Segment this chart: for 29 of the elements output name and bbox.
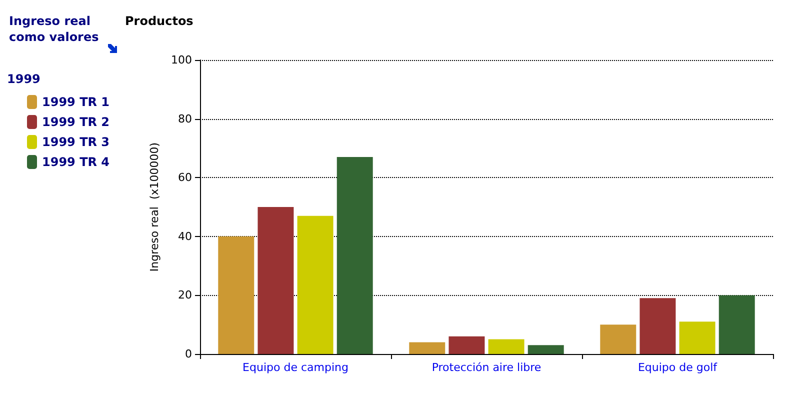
x-axis-title: Productos — [125, 14, 194, 28]
bar — [409, 342, 446, 354]
bar — [448, 336, 485, 354]
bar — [336, 157, 373, 354]
bar — [488, 339, 524, 354]
bar — [528, 345, 564, 354]
x-tick-label: Protección aire libre — [432, 361, 542, 374]
legend-title: 1999 — [7, 72, 40, 86]
bar — [600, 324, 636, 354]
y-tick-label: 0 — [185, 348, 192, 360]
legend-label: 1999 TR 2 — [42, 115, 110, 129]
x-tick-label: Equipo de camping — [242, 361, 348, 374]
y-tick-label: 100 — [171, 54, 192, 66]
y-tick-label: 60 — [178, 171, 192, 184]
bar — [258, 207, 294, 354]
bar — [297, 216, 334, 354]
legend-label: 1999 TR 1 — [42, 95, 110, 109]
bar — [718, 295, 755, 354]
text: Ingreso real como valores — [9, 14, 99, 44]
y-tick-label: 40 — [178, 230, 192, 243]
x-tick-label: Equipo de golf — [638, 361, 718, 374]
y-tick-label: 80 — [178, 112, 192, 126]
y-axis-title: Ingreso real (x100000) — [148, 142, 162, 272]
bar — [218, 236, 254, 354]
bar — [640, 298, 676, 354]
legend-label: 1999 TR 3 — [42, 135, 110, 149]
bar — [679, 322, 716, 354]
y-tick-label: 20 — [178, 288, 192, 302]
legend-label: 1999 TR 4 — [42, 155, 110, 169]
